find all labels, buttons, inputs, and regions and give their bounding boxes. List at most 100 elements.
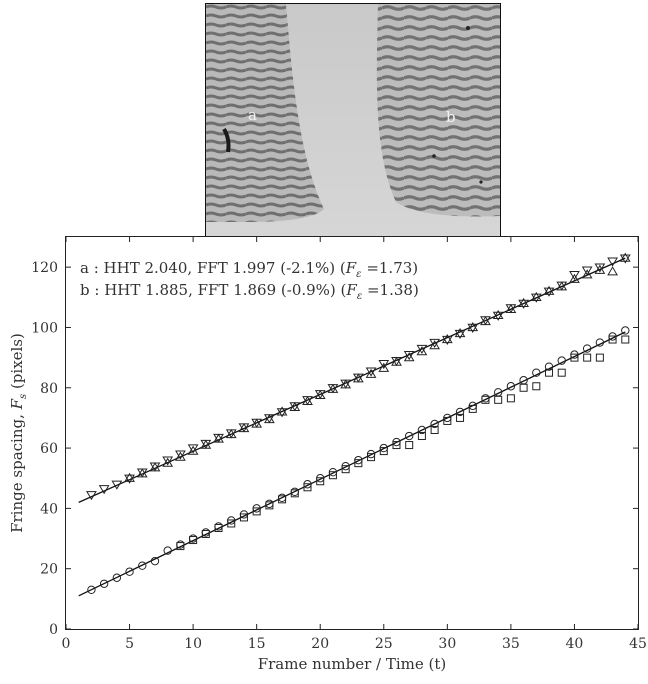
point-a-triangle-down [403,350,415,361]
point-b-square [239,513,248,522]
fit-lines [78,257,626,597]
point-b-square [621,335,630,344]
point-a-triangle-up [467,321,479,332]
point-b-square [354,459,363,468]
point-b-square [379,447,388,456]
point-a-triangle-up [619,252,631,262]
point-a-triangle-down [530,293,542,303]
interference-photo: a b [205,3,501,237]
y-tick-label: 20 [40,562,58,578]
point-b-circle [125,567,134,576]
point-a-triangle-down [454,329,466,339]
point-a-triangle-up [518,297,529,307]
point-a-triangle-up [454,328,466,338]
point-b-square [443,416,452,425]
point-a-triangle-down [187,444,199,454]
point-a-triangle-up [429,340,440,350]
x-tick-label: 45 [629,636,647,652]
point-b-square [494,395,503,404]
point-b-square [595,353,604,362]
point-b-square [557,368,566,377]
point-a-triangle-up [594,264,606,274]
point-a-triangle-up [225,429,237,439]
point-b-square [430,425,439,434]
point-b-square [303,483,312,492]
point-a-triangle-up [213,433,224,443]
point-b-circle [87,585,96,594]
point-b-circle [557,356,566,365]
point-a-triangle-down [175,450,186,460]
point-a-triangle-down [518,299,529,309]
y-tick-label: 60 [40,441,58,457]
point-b-circle [138,561,147,570]
point-a-triangle-up [378,362,390,372]
data-points [86,252,631,594]
point-b-square [506,394,515,403]
point-a-triangle-down [441,335,453,346]
point-b-circle [112,573,122,582]
point-a-triangle-up [480,315,491,326]
point-a-triangle-up [505,303,517,314]
point-a-triangle-up [238,422,250,433]
point-b-square [405,441,414,450]
point-b-circle [532,368,541,377]
point-a-triangle-down [162,456,174,466]
point-b-square [608,335,617,344]
point-b-square [417,432,426,441]
y-tick-label: 80 [40,381,58,397]
point-a-triangle-up [391,356,402,366]
droplet-a-label: a [248,106,257,124]
point-a-triangle-up [607,266,618,276]
point-b-square [392,441,401,450]
plot-frame [65,236,639,630]
point-b-circle [99,579,109,588]
point-b-square [176,542,185,551]
point-b-circle [417,425,427,435]
point-a-triangle-up [187,445,199,455]
droplet-b-label: b [446,108,456,126]
point-a-triangle-up [302,395,313,405]
y-tick-label: 40 [40,501,58,517]
x-tick-label: 35 [502,636,520,652]
point-a-triangle-down [619,254,631,264]
point-a-triangle-up [441,334,453,344]
point-b-square [456,413,465,422]
point-b-square [214,523,223,532]
point-b-square [545,368,554,377]
point-a-triangle-down [429,338,440,349]
legend-entry-b: b : HHT 1.885, FFT 1.869 (-0.9%) (Fε =1.… [80,281,419,302]
point-b-square [227,519,236,528]
y-axis-label: Fringe spacing, Fs (pixels) [8,333,29,533]
point-a-triangle-up [276,406,288,416]
point-b-square [265,501,274,510]
x-tick-label: 10 [184,636,202,652]
point-b-square [583,353,592,362]
point-b-square [252,507,261,516]
point-b-square [481,395,490,404]
point-a-triangle-up [403,352,415,362]
point-a-triangle-down [594,263,606,273]
point-b-circle [506,382,516,391]
point-a-triangle-down [492,311,504,321]
point-b-circle [163,546,172,555]
point-a-triangle-up [175,451,186,461]
point-a-triangle-down [378,359,390,370]
point-a-triangle-down [543,287,555,297]
point-a-triangle-up [556,281,568,291]
point-b-circle [455,407,465,417]
point-b-circle [582,344,592,353]
x-tick-label: 30 [438,636,456,652]
point-b-square [316,477,325,486]
point-a-triangle-down [86,491,97,501]
point-a-triangle-up [327,383,339,393]
legend-entry-a: a : HHT 2.040, FFT 1.997 (-2.1%) (Fε =1.… [80,259,418,280]
y-tick-label: 0 [49,622,58,638]
point-a-triangle-down [467,323,479,333]
fit-line-b [78,331,626,597]
point-a-triangle-up [416,346,428,356]
point-a-triangle-up [352,373,364,383]
point-b-square [201,530,210,539]
x-tick-label: 0 [62,636,71,652]
point-a-triangle-down [365,367,377,377]
